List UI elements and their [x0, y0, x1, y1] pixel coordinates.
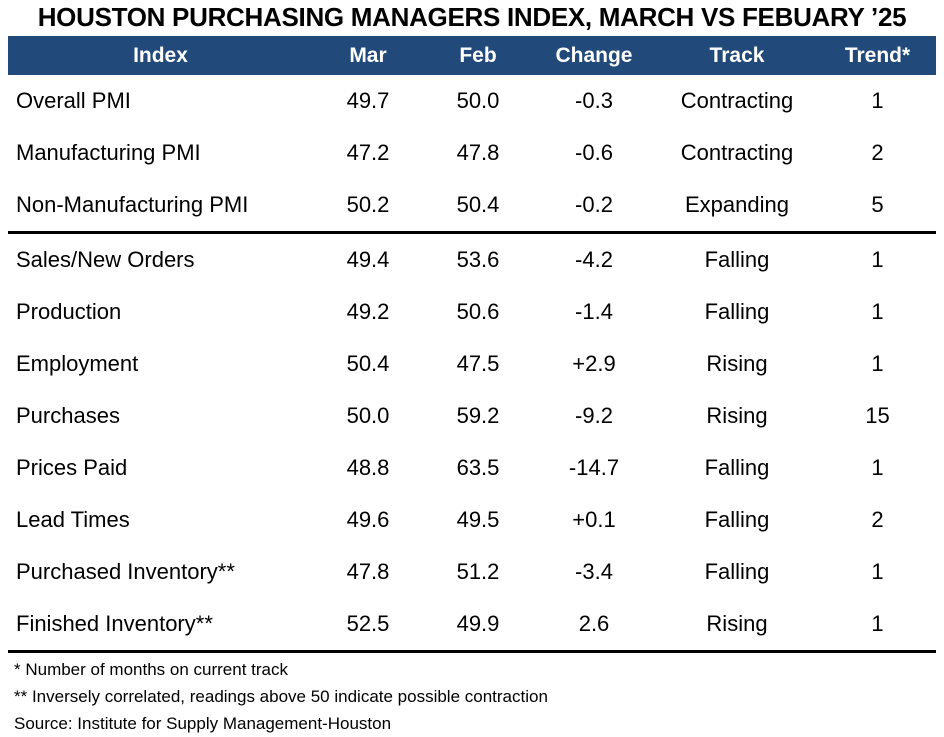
table-section-headline-pmi: Overall PMI 49.7 50.0 -0.3 Contracting 1… — [8, 75, 936, 231]
mar-value: 49.4 — [346, 247, 390, 272]
footnote-months-track: * Number of months on current track — [14, 660, 289, 679]
column-header-feb: Feb — [459, 43, 497, 67]
trend-value: 1 — [871, 351, 884, 376]
feb-value: 47.5 — [456, 351, 500, 376]
table-row: Finished Inventory** 52.5 49.9 2.6 Risin… — [8, 598, 936, 650]
change-value: -0.2 — [575, 192, 613, 217]
table-row: Purchases 50.0 59.2 -9.2 Rising 15 — [8, 390, 936, 442]
feb-value: 50.0 — [456, 88, 500, 113]
row-label: Employment — [16, 351, 139, 376]
row-label: Non-Manufacturing PMI — [16, 192, 249, 217]
track-value: Falling — [704, 507, 770, 532]
row-label: Sales/New Orders — [16, 247, 195, 272]
track-value: Rising — [706, 351, 768, 376]
change-value: -0.3 — [575, 88, 613, 113]
change-value: 2.6 — [578, 611, 610, 636]
track-value: Falling — [704, 455, 770, 480]
table-row: Employment 50.4 47.5 +2.9 Rising 1 — [8, 338, 936, 390]
mar-value: 48.8 — [346, 455, 390, 480]
row-label: Purchases — [16, 403, 120, 428]
trend-value: 2 — [871, 140, 884, 165]
mar-value: 49.2 — [346, 299, 390, 324]
track-value: Rising — [706, 403, 768, 428]
feb-value: 51.2 — [456, 559, 500, 584]
table-section-components: Sales/New Orders 49.4 53.6 -4.2 Falling … — [8, 234, 936, 650]
track-value: Rising — [706, 611, 768, 636]
row-label: Purchased Inventory** — [16, 559, 235, 584]
trend-value: 15 — [865, 403, 890, 428]
table-row: Overall PMI 49.7 50.0 -0.3 Contracting 1 — [8, 75, 936, 127]
trend-value: 5 — [871, 192, 884, 217]
trend-value: 1 — [871, 559, 884, 584]
row-label: Overall PMI — [16, 88, 131, 113]
track-value: Contracting — [680, 140, 794, 165]
change-value: -0.6 — [575, 140, 613, 165]
section-divider — [8, 231, 936, 234]
footnotes-block: * Number of months on current track ** I… — [0, 653, 944, 737]
table-row: Prices Paid 48.8 63.5 -14.7 Falling 1 — [8, 442, 936, 494]
change-value: +0.1 — [572, 507, 616, 532]
feb-value: 50.6 — [456, 299, 500, 324]
table-header-row: Index Mar Feb Change Track Trend* — [8, 36, 936, 75]
table-row: Purchased Inventory** 47.8 51.2 -3.4 Fal… — [8, 546, 936, 598]
page-title: HOUSTON PURCHASING MANAGERS INDEX, MARCH… — [37, 2, 907, 32]
track-value: Falling — [704, 299, 770, 324]
table-row: Production 49.2 50.6 -1.4 Falling 1 — [8, 286, 936, 338]
trend-value: 1 — [871, 299, 884, 324]
feb-value: 53.6 — [456, 247, 500, 272]
feb-value: 59.2 — [456, 403, 500, 428]
mar-value: 52.5 — [346, 611, 390, 636]
trend-value: 1 — [871, 611, 884, 636]
footnote-inverse-correlation: ** Inversely correlated, readings above … — [14, 687, 548, 706]
change-value: -14.7 — [568, 455, 620, 480]
column-header-mar: Mar — [349, 43, 387, 67]
trend-value: 1 — [871, 247, 884, 272]
trend-value: 1 — [871, 88, 884, 113]
feb-value: 63.5 — [456, 455, 500, 480]
column-header-change: Change — [555, 43, 633, 67]
table-row: Non-Manufacturing PMI 50.2 50.4 -0.2 Exp… — [8, 179, 936, 231]
track-value: Falling — [704, 559, 770, 584]
feb-value: 50.4 — [456, 192, 500, 217]
trend-value: 1 — [871, 455, 884, 480]
column-header-trend: Trend* — [844, 43, 911, 67]
column-header-index: Index — [133, 43, 188, 67]
row-label: Lead Times — [16, 507, 130, 532]
feb-value: 49.5 — [456, 507, 500, 532]
track-value: Contracting — [680, 88, 794, 113]
feb-value: 49.9 — [456, 611, 500, 636]
row-label: Finished Inventory** — [16, 611, 213, 636]
pmi-table: Index Mar Feb Change Track Trend* Overal… — [8, 36, 936, 653]
table-row: Lead Times 49.6 49.5 +0.1 Falling 2 — [8, 494, 936, 546]
mar-value: 50.2 — [346, 192, 390, 217]
change-value: -3.4 — [575, 559, 613, 584]
row-label: Production — [16, 299, 122, 324]
mar-value: 50.0 — [346, 403, 390, 428]
row-label: Manufacturing PMI — [16, 140, 201, 165]
mar-value: 47.8 — [346, 559, 390, 584]
change-value: +2.9 — [572, 351, 616, 376]
footer-divider — [8, 650, 936, 653]
track-value: Falling — [704, 247, 770, 272]
mar-value: 49.7 — [346, 88, 390, 113]
mar-value: 50.4 — [346, 351, 390, 376]
feb-value: 47.8 — [456, 140, 500, 165]
trend-value: 2 — [871, 507, 884, 532]
table-row: Sales/New Orders 49.4 53.6 -4.2 Falling … — [8, 234, 936, 286]
column-header-track: Track — [709, 43, 765, 67]
source-note: Source: Institute for Supply Management-… — [14, 714, 392, 733]
change-value: -1.4 — [575, 299, 613, 324]
track-value: Expanding — [685, 192, 789, 217]
table-row: Manufacturing PMI 47.2 47.8 -0.6 Contrac… — [8, 127, 936, 179]
row-label: Prices Paid — [16, 455, 128, 480]
change-value: -4.2 — [575, 247, 613, 272]
change-value: -9.2 — [575, 403, 613, 428]
mar-value: 47.2 — [346, 140, 390, 165]
mar-value: 49.6 — [346, 507, 390, 532]
